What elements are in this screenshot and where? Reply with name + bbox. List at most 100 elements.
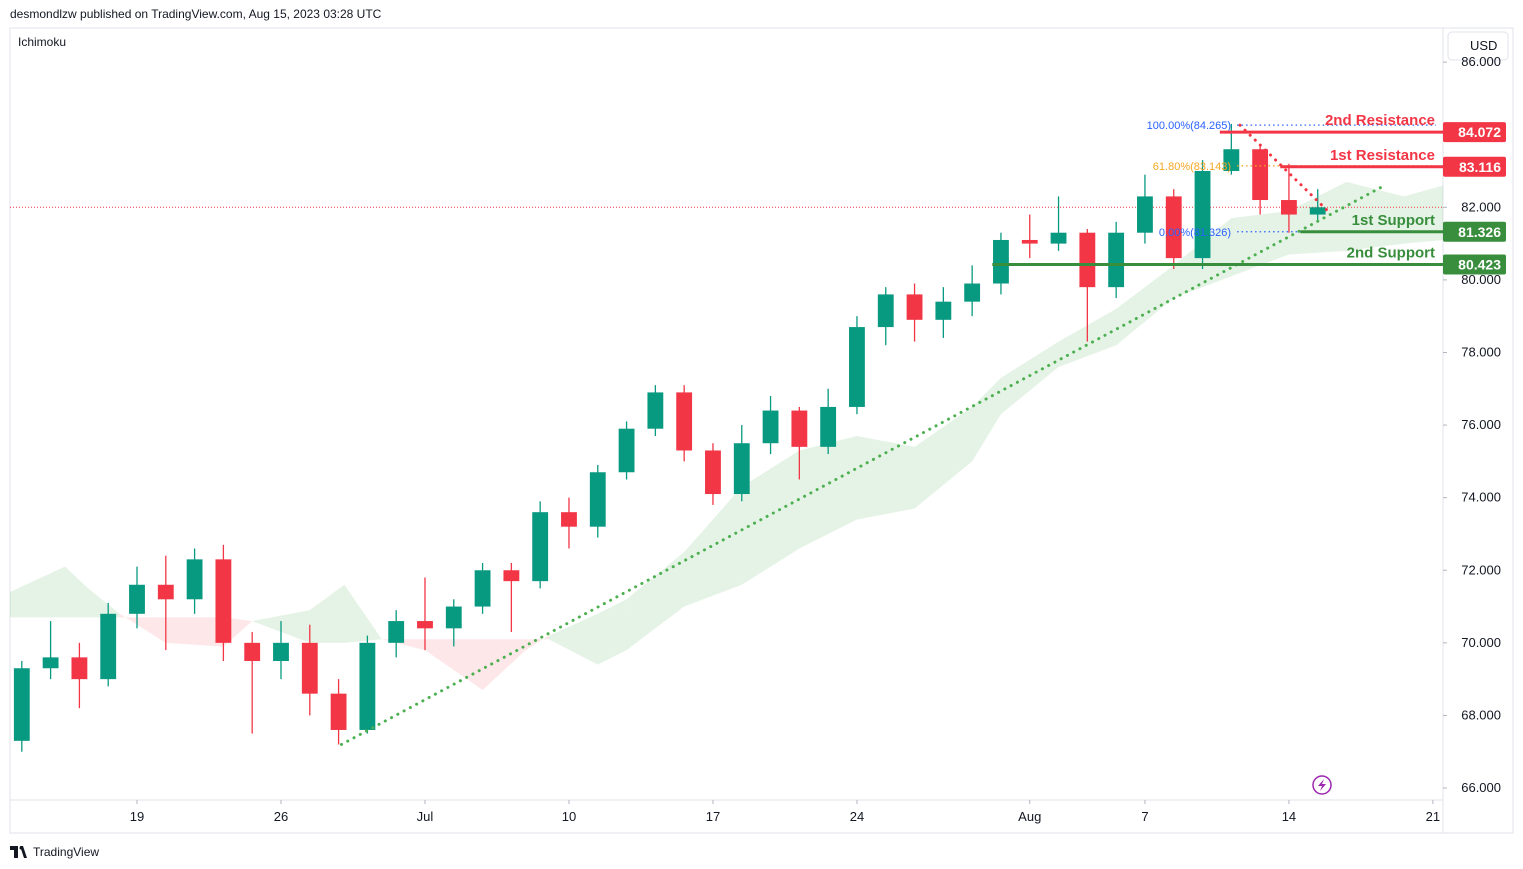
cloud-segment: [344, 584, 382, 643]
fib-label: 61.80%(83.143): [1153, 161, 1231, 173]
cloud-segment: [626, 552, 685, 651]
candle-body: [42, 657, 59, 669]
cloud-segment: [597, 599, 627, 665]
level-price-box: [1443, 221, 1506, 242]
cloud-segment: [741, 450, 800, 585]
cloud-segment: [799, 435, 857, 549]
x-tick-label: 21: [1426, 809, 1440, 824]
cloud-segment: [309, 584, 345, 643]
candle-body: [157, 584, 174, 600]
candle-body: [993, 239, 1009, 284]
y-tick-label: 76.000: [1461, 417, 1501, 432]
x-tick-label: 10: [562, 809, 576, 824]
candle-body: [417, 621, 433, 629]
candle-body: [503, 570, 520, 582]
cloud-segment: [972, 377, 1001, 462]
candle-body: [877, 294, 894, 328]
indicator-label: Ichimoku: [18, 35, 66, 49]
candle-body: [1165, 196, 1182, 259]
y-tick-label: 68.000: [1461, 707, 1501, 722]
candle-body: [301, 642, 318, 694]
footer: TradingView: [33, 845, 99, 859]
x-tick-label: 14: [1282, 809, 1296, 824]
candle-body: [705, 450, 721, 495]
candle-body: [1223, 149, 1240, 172]
candle-body: [215, 559, 232, 643]
candle-body: [100, 613, 117, 680]
x-tick-label: 26: [274, 809, 288, 824]
candle-body: [1252, 149, 1269, 201]
level-price: 80.423: [1458, 257, 1501, 273]
cloud-segment: [914, 406, 973, 509]
candle-body: [618, 428, 635, 473]
trendline: [339, 185, 1383, 746]
candle-body: [762, 410, 779, 444]
candle-body: [647, 392, 664, 429]
candle-body: [935, 301, 952, 320]
candle-body: [820, 406, 837, 447]
candle-body: [1050, 232, 1067, 244]
cloud-segment: [482, 639, 526, 691]
fib-label: 100.00%(84.265): [1147, 120, 1231, 132]
cloud-segment: [165, 617, 224, 647]
flash-icon[interactable]: [1312, 775, 1332, 795]
candle-body: [1021, 239, 1038, 244]
cloud-segment: [548, 613, 598, 665]
cloud-segment: [65, 566, 89, 618]
level-price-box: [1443, 156, 1506, 177]
candle-body: [359, 642, 376, 730]
y-tick-label: 78.000: [1461, 344, 1501, 359]
candle-body: [244, 642, 261, 661]
candle-body: [1309, 207, 1326, 215]
cloud-segment: [684, 486, 742, 607]
x-tick-label: 7: [1141, 809, 1148, 824]
y-tick-label: 66.000: [1461, 780, 1501, 795]
x-tick-label: Aug: [1018, 809, 1041, 824]
candle-body: [849, 327, 865, 407]
candle-body: [561, 512, 577, 527]
y-tick-label: 70.000: [1461, 635, 1501, 650]
candle-body: [1108, 232, 1125, 288]
cloud-segment: [856, 435, 915, 520]
candle-body: [676, 392, 693, 451]
x-tick-label: 17: [706, 809, 720, 824]
candle-body: [791, 410, 808, 447]
header: desmondlzw published on TradingView.com,…: [10, 7, 382, 21]
y-tick-label: 82.000: [1461, 199, 1501, 214]
level-name: 1st Resistance: [1330, 147, 1435, 164]
candle-body: [1137, 196, 1153, 233]
cloud-segment: [1000, 341, 1059, 415]
candle-body: [388, 621, 405, 643]
y-tick-label: 86.000: [1461, 54, 1501, 69]
cloud-segment: [424, 639, 483, 691]
cloud-segment: [381, 639, 425, 651]
candle-body: [906, 294, 923, 320]
x-tick-label: 19: [130, 809, 144, 824]
level-price: 83.116: [1459, 159, 1501, 175]
candle-body: [589, 472, 606, 527]
candle-body: [532, 512, 549, 582]
candle-body: [1079, 232, 1096, 288]
x-tick-label: Jul: [417, 809, 434, 824]
candle-body: [330, 693, 347, 730]
cloud-segment: [10, 566, 66, 618]
frame: [9, 27, 1514, 834]
candle-body: [13, 668, 30, 741]
level-price: 84.072: [1458, 124, 1501, 140]
candle-body: [964, 283, 981, 302]
candle-body: [273, 642, 289, 661]
level-price-box: [1443, 122, 1506, 143]
candle-body: [129, 584, 145, 614]
candle-body: [1194, 171, 1211, 259]
level-name: 1st Support: [1352, 212, 1435, 229]
currency-button[interactable]: [1447, 31, 1509, 61]
candle-body: [445, 606, 462, 629]
y-tick-label: 74.000: [1461, 490, 1501, 505]
candle-body: [186, 559, 203, 600]
level-price-box: [1443, 254, 1506, 275]
cloud-segment: [119, 613, 166, 643]
y-tick-label: 80.000: [1461, 272, 1501, 287]
candle-body: [71, 657, 88, 680]
